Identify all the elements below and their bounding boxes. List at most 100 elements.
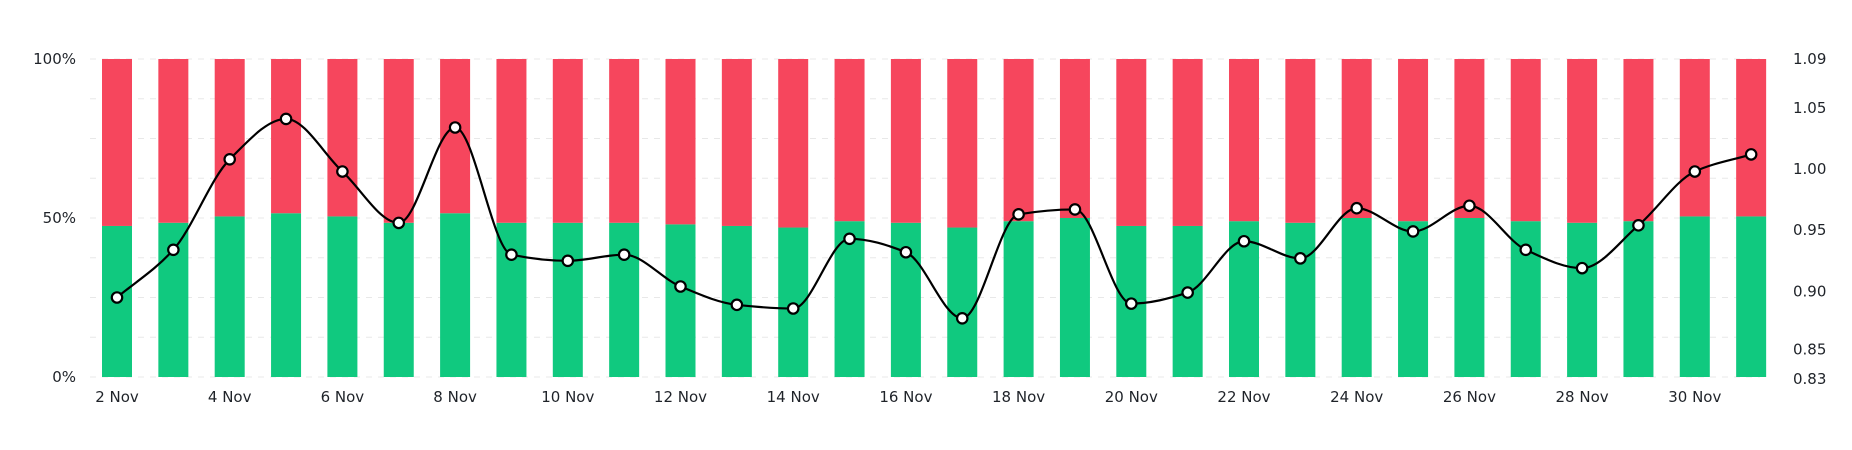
line-point (1012, 208, 1025, 221)
line-point (955, 311, 969, 325)
x-tick-label: 12 Nov (654, 388, 707, 406)
bar-group (1736, 59, 1767, 377)
bar-segment-top (327, 59, 358, 217)
bar-segment-top (214, 59, 245, 217)
bar-group (1510, 59, 1541, 377)
bar-segment-bottom (665, 224, 696, 377)
bar-group (1679, 59, 1710, 377)
bar-segment-top (609, 59, 640, 223)
bar-segment-top (1567, 59, 1598, 223)
y-left-tick-label: 0% (52, 368, 76, 386)
bar-segment-bottom (1341, 218, 1372, 377)
bar-group (214, 59, 245, 377)
bar-segment-bottom (1398, 221, 1429, 377)
line-point (730, 298, 744, 312)
line-point (674, 280, 687, 293)
bar-segment-bottom (1172, 225, 1203, 377)
ratio-line (110, 112, 1758, 325)
x-axis: 2 Nov 4 Nov 6 Nov 8 Nov 10 Nov 12 Nov 14 Nov 16… (95, 388, 1721, 406)
line-point (843, 232, 856, 246)
bar-group (102, 59, 132, 377)
bar-segment-top (1623, 59, 1654, 222)
line-point (1237, 234, 1251, 248)
line-point (1688, 165, 1702, 178)
line-point (1294, 252, 1307, 265)
bar-group (440, 59, 471, 377)
bar-segment-bottom (1623, 221, 1654, 377)
bar-group (1341, 59, 1372, 377)
bar-group (609, 59, 640, 377)
bar-segment-top (496, 59, 527, 223)
x-tick-label: 22 Nov (1217, 388, 1270, 406)
x-tick-label: 14 Nov (767, 388, 820, 406)
y-axis-left: 0% 50% 100% (33, 50, 76, 386)
line-point (1632, 219, 1645, 232)
line-point (786, 302, 800, 315)
x-tick-label: 24 Nov (1330, 388, 1383, 406)
y-left-tick-label: 100% (33, 50, 76, 68)
line-point (279, 112, 293, 126)
line-point (336, 165, 349, 178)
x-tick-label: 26 Nov (1443, 388, 1496, 406)
x-tick-label: 2 Nov (95, 388, 139, 406)
bar-segment-bottom (552, 222, 583, 377)
line-point (1181, 286, 1194, 299)
bar-segment-bottom (271, 213, 302, 377)
bar-segment-bottom (327, 216, 358, 377)
bar-group (383, 59, 414, 377)
line-point (392, 216, 406, 230)
bar-segment-top (947, 59, 978, 228)
bar-segment-top (665, 59, 696, 225)
line-point (561, 254, 575, 268)
y-right-tick-label: 1.09 (1793, 50, 1826, 68)
bar-segment-bottom (834, 221, 865, 377)
y-axis-right: 0.83 0.85 0.90 0.95 1.00 1.05 1.09 (1793, 50, 1826, 388)
x-tick-label: 20 Nov (1105, 388, 1158, 406)
bar-segment-top (1285, 59, 1316, 223)
line-point (1350, 201, 1363, 215)
line-point (223, 152, 236, 166)
y-right-tick-label: 0.85 (1793, 341, 1826, 359)
y-right-tick-label: 0.90 (1793, 282, 1826, 300)
y-right-tick-label: 0.83 (1793, 370, 1826, 388)
x-tick-label: 30 Nov (1668, 388, 1721, 406)
bar-segment-top (1454, 59, 1485, 218)
bar-segment-top (1003, 59, 1034, 222)
bar-segment-bottom (383, 222, 414, 377)
bar-segment-bottom (1454, 218, 1485, 377)
line-point (448, 121, 462, 134)
x-tick-label: 4 Nov (208, 388, 252, 406)
bar-segment-top (1059, 59, 1090, 218)
bar-segment-top (158, 59, 189, 223)
ratio-line-path (116, 117, 1752, 320)
bar-group (1116, 59, 1147, 377)
x-tick-label: 18 Nov (992, 388, 1045, 406)
gridlines (90, 58, 1760, 378)
y-left-tick-label: 50% (43, 209, 76, 227)
bar-segment-bottom (496, 222, 527, 377)
bar-segment-top (271, 59, 302, 214)
bar-group (1172, 59, 1203, 377)
bar-group (1059, 59, 1090, 377)
x-tick-label: 16 Nov (879, 388, 932, 406)
bar-segment-top (383, 59, 414, 223)
bars (102, 59, 1767, 377)
bar-group (1229, 59, 1259, 377)
line-point (1406, 225, 1420, 238)
bar-group (1623, 59, 1654, 377)
bar-group (778, 59, 809, 377)
bar-segment-bottom (1736, 216, 1767, 377)
bar-segment-bottom (1059, 218, 1090, 377)
line-point (1463, 199, 1476, 213)
bar-group (327, 59, 358, 377)
line-point (617, 248, 631, 261)
line-point (1125, 297, 1138, 310)
bar-group (496, 59, 527, 377)
line-point (505, 248, 518, 261)
line-point (167, 243, 180, 257)
bar-segment-bottom (890, 222, 921, 377)
bar-group (665, 59, 696, 377)
line-point (899, 245, 913, 259)
bar-segment-top (1679, 59, 1710, 217)
